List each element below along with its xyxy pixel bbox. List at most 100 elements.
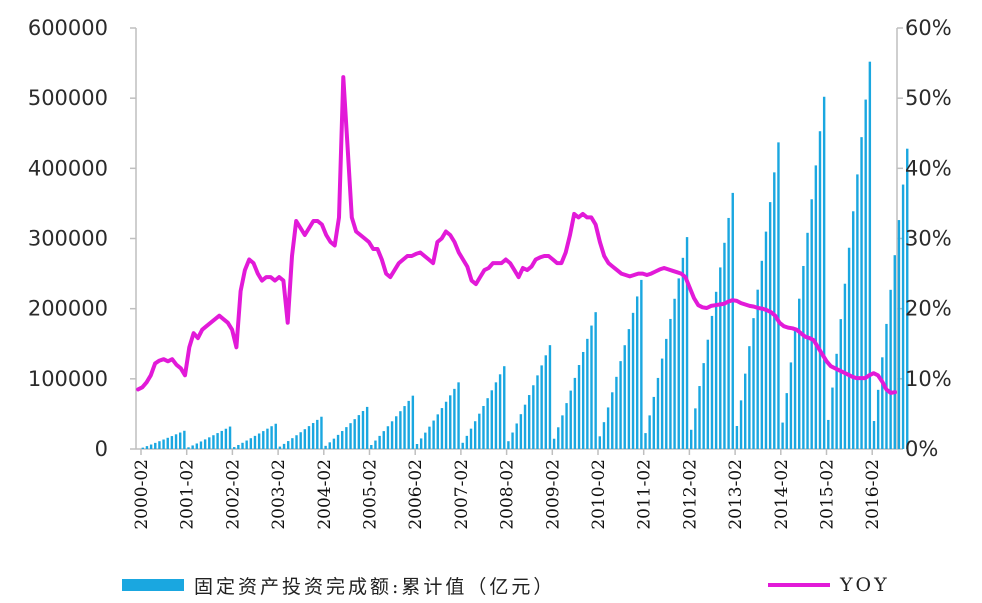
bar	[457, 382, 460, 449]
bar	[444, 401, 448, 449]
bar	[324, 445, 327, 449]
right-axis-tick-label: 50%	[905, 86, 952, 110]
bar	[453, 388, 456, 449]
bar	[847, 247, 851, 449]
bar	[822, 96, 826, 449]
bar	[303, 429, 307, 449]
bar	[702, 363, 705, 449]
bar	[552, 438, 556, 449]
bar	[237, 444, 240, 449]
bar	[332, 438, 336, 449]
bar	[781, 422, 784, 449]
bar	[216, 433, 219, 449]
bar	[876, 389, 880, 449]
x-axis-tick-label: 2015-02	[818, 459, 838, 530]
bar	[220, 430, 223, 449]
bar	[374, 440, 377, 449]
bar	[818, 131, 822, 449]
bar	[906, 148, 909, 449]
bar	[170, 436, 174, 449]
bar	[241, 442, 244, 449]
line-series-yoy	[136, 75, 897, 395]
bar	[881, 357, 884, 449]
bar	[428, 426, 431, 449]
bar	[278, 446, 282, 449]
bar	[706, 339, 710, 449]
bar	[341, 431, 344, 449]
bar	[835, 353, 838, 449]
bar	[656, 377, 660, 449]
bar	[752, 318, 755, 449]
line-points-yoy	[137, 77, 896, 393]
bar	[386, 426, 390, 449]
bar	[590, 325, 593, 449]
bar	[195, 443, 199, 449]
x-axis-tick-label: 2014-02	[772, 459, 792, 530]
bar	[432, 420, 435, 449]
bar	[544, 355, 547, 449]
bar	[727, 217, 730, 449]
bar	[690, 429, 693, 449]
bar	[291, 438, 294, 449]
left-axis-tick-label: 400000	[28, 156, 108, 180]
bar	[852, 211, 855, 449]
bar	[316, 419, 319, 449]
bar	[349, 423, 352, 449]
legend-swatch-investment	[122, 579, 184, 591]
bar	[469, 428, 473, 449]
bar	[320, 416, 323, 449]
legend: 固定资产投资完成额:累计值（亿元） YOY	[0, 570, 982, 603]
bar	[540, 365, 543, 449]
bar	[162, 439, 165, 449]
bar	[361, 411, 365, 449]
bar	[212, 435, 215, 449]
bar	[507, 441, 510, 449]
bar	[382, 431, 385, 449]
bar	[266, 428, 269, 449]
bar	[814, 165, 818, 449]
bar	[473, 421, 477, 449]
bar	[561, 415, 564, 449]
bar	[648, 415, 651, 449]
bar	[527, 395, 531, 449]
x-axis-tick-label: 2013-02	[726, 459, 746, 530]
bar	[573, 377, 577, 449]
bar	[536, 375, 539, 449]
bar	[436, 414, 439, 449]
left-axis-tick-label: 100000	[28, 367, 108, 391]
bar	[793, 330, 797, 449]
bar	[299, 432, 302, 449]
bar	[548, 345, 552, 449]
bar	[685, 237, 689, 449]
bar	[714, 291, 718, 449]
legend-item-yoy: YOY	[768, 570, 890, 600]
x-axis-tick-label: 2016-02	[863, 459, 883, 530]
bar	[748, 346, 751, 449]
bar	[615, 376, 618, 449]
right-axis-tick-label: 20%	[905, 297, 952, 321]
bar	[328, 442, 331, 449]
bar	[494, 382, 498, 449]
bar	[415, 444, 419, 449]
bar	[503, 366, 506, 449]
legend-label-yoy: YOY	[840, 574, 890, 596]
bar	[710, 315, 714, 449]
bar	[889, 289, 892, 449]
bar	[311, 423, 315, 449]
bar	[739, 400, 743, 449]
bar	[868, 61, 872, 450]
bar	[141, 447, 145, 449]
bar	[178, 432, 182, 449]
bar	[307, 426, 311, 449]
right-axis-tick-label: 10%	[905, 367, 952, 391]
bar	[515, 423, 518, 449]
bar	[773, 172, 776, 450]
bar	[652, 396, 656, 449]
bar	[677, 278, 680, 449]
bar	[586, 338, 589, 449]
bar	[673, 298, 676, 449]
bar	[798, 298, 801, 449]
bar	[635, 296, 639, 449]
bar	[660, 358, 664, 449]
bar	[665, 338, 668, 449]
